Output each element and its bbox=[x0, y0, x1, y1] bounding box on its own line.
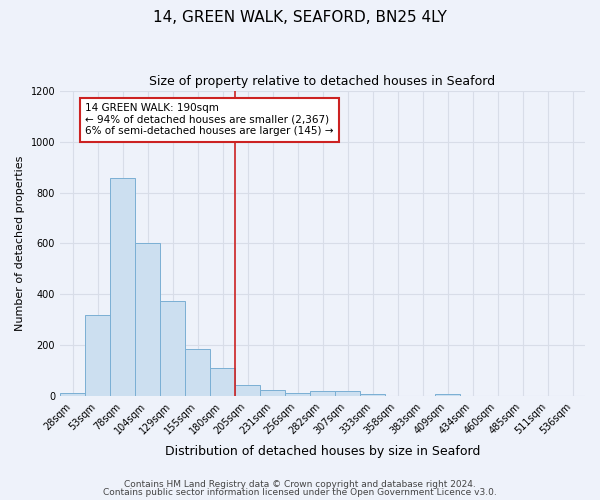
Y-axis label: Number of detached properties: Number of detached properties bbox=[15, 156, 25, 331]
Bar bbox=[60, 392, 85, 396]
Text: Contains HM Land Registry data © Crown copyright and database right 2024.: Contains HM Land Registry data © Crown c… bbox=[124, 480, 476, 489]
Text: 14, GREEN WALK, SEAFORD, BN25 4LY: 14, GREEN WALK, SEAFORD, BN25 4LY bbox=[153, 10, 447, 25]
Title: Size of property relative to detached houses in Seaford: Size of property relative to detached ho… bbox=[149, 75, 496, 88]
Bar bbox=[185, 349, 210, 397]
Bar bbox=[435, 394, 460, 396]
Bar bbox=[110, 178, 135, 396]
Bar bbox=[235, 385, 260, 396]
Bar bbox=[260, 390, 285, 396]
Bar bbox=[360, 394, 385, 396]
Bar bbox=[310, 392, 335, 396]
Text: 14 GREEN WALK: 190sqm
← 94% of detached houses are smaller (2,367)
6% of semi-de: 14 GREEN WALK: 190sqm ← 94% of detached … bbox=[85, 104, 334, 136]
Bar bbox=[85, 315, 110, 396]
Text: Contains public sector information licensed under the Open Government Licence v3: Contains public sector information licen… bbox=[103, 488, 497, 497]
Bar bbox=[335, 392, 360, 396]
X-axis label: Distribution of detached houses by size in Seaford: Distribution of detached houses by size … bbox=[165, 444, 480, 458]
Bar bbox=[160, 301, 185, 396]
Bar bbox=[285, 392, 310, 396]
Bar bbox=[135, 244, 160, 396]
Bar bbox=[210, 368, 235, 396]
